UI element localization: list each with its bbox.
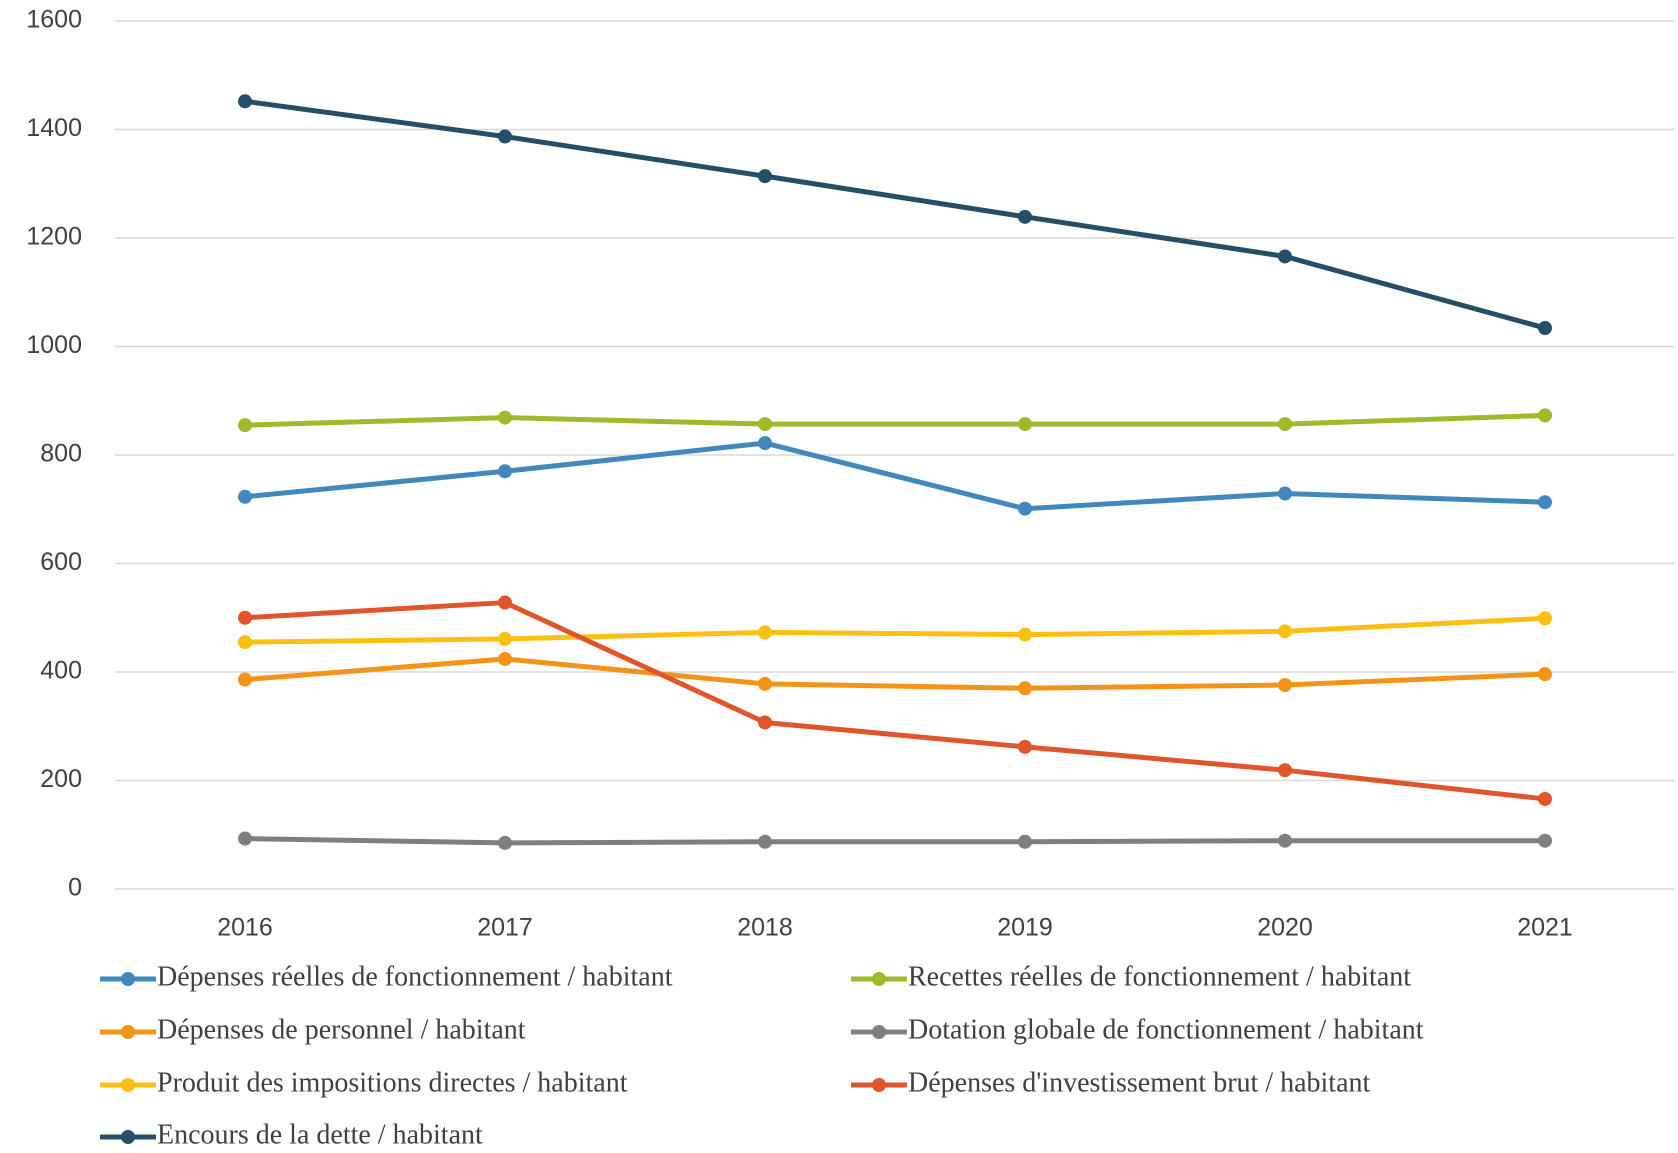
legend-label: Dépenses d'investissement brut / habitan…: [908, 1067, 1371, 1098]
point: [1538, 321, 1552, 336]
x-tick-label: 2020: [1257, 914, 1313, 942]
point: [1538, 833, 1552, 848]
x-tick-label: 2019: [997, 914, 1053, 942]
legend-swatch-marker: [872, 1078, 886, 1092]
x-tick-label: 2017: [477, 914, 533, 942]
point: [1278, 833, 1292, 848]
point: [758, 676, 772, 691]
point: [498, 464, 512, 479]
point: [1018, 501, 1032, 516]
point: [498, 595, 512, 610]
point: [1538, 495, 1552, 510]
point: [238, 635, 252, 650]
legend-label: Dotation globale de fonctionnement / hab…: [908, 1014, 1424, 1045]
y-tick-label: 1000: [26, 331, 82, 359]
series-line: [244, 600, 1546, 802]
legend-label: Produit des impositions directes / habit…: [157, 1067, 628, 1098]
legend-swatch-marker: [121, 1025, 135, 1039]
y-tick-label: 200: [40, 765, 82, 793]
point: [238, 610, 252, 625]
legend-swatch-marker: [121, 972, 135, 986]
point: [1018, 834, 1032, 849]
point: [238, 831, 252, 846]
point: [238, 672, 252, 687]
point: [1278, 763, 1292, 778]
point: [1278, 486, 1292, 501]
point: [1018, 417, 1032, 432]
series-line: [244, 836, 1545, 846]
point: [498, 651, 512, 666]
point: [1278, 678, 1292, 693]
point: [1538, 611, 1552, 626]
series-line: [244, 440, 1546, 512]
point: [238, 489, 252, 504]
point: [758, 417, 772, 432]
legend-swatch-marker: [872, 972, 886, 986]
point: [1018, 627, 1032, 642]
point: [758, 715, 772, 730]
point: [1538, 791, 1552, 806]
y-tick-label: 1600: [26, 6, 82, 34]
y-tick-label: 600: [40, 548, 82, 576]
legend-label: Dépenses réelles de fonctionnement / hab…: [157, 961, 673, 992]
legend-label: Encours de la dette / habitant: [157, 1119, 483, 1150]
point: [498, 410, 512, 425]
point: [1538, 408, 1552, 423]
x-tick-label: 2016: [217, 914, 273, 942]
legend-swatch-marker: [121, 1130, 135, 1144]
y-tick-label: 400: [40, 657, 82, 685]
point: [238, 418, 252, 433]
point: [498, 631, 512, 646]
point: [1278, 624, 1292, 639]
point: [1018, 739, 1032, 754]
series-line: [244, 615, 1546, 645]
point: [758, 169, 772, 184]
legend-swatch-marker: [872, 1025, 886, 1039]
series-line: [244, 656, 1546, 691]
point: [1538, 667, 1552, 682]
point: [1278, 417, 1292, 432]
point: [758, 625, 772, 640]
point: [498, 129, 512, 144]
point: [1278, 249, 1292, 264]
point: [1018, 681, 1032, 696]
point: [238, 94, 252, 109]
y-tick-label: 1400: [26, 114, 82, 142]
point: [1018, 209, 1032, 224]
y-tick-label: 1200: [26, 223, 82, 251]
legend-label: Recettes réelles de fonctionnement / hab…: [908, 961, 1411, 992]
x-tick-label: 2018: [737, 914, 793, 942]
point: [498, 835, 512, 850]
legend-swatch-marker: [121, 1078, 135, 1092]
point: [758, 834, 772, 849]
y-tick-label: 800: [40, 440, 82, 468]
legend-label: Dépenses de personnel / habitant: [157, 1014, 526, 1045]
series-line: [244, 98, 1546, 331]
y-tick-label: 0: [68, 874, 82, 902]
x-tick-label: 2021: [1517, 914, 1573, 942]
point: [758, 436, 772, 451]
series-line: [244, 412, 1546, 428]
